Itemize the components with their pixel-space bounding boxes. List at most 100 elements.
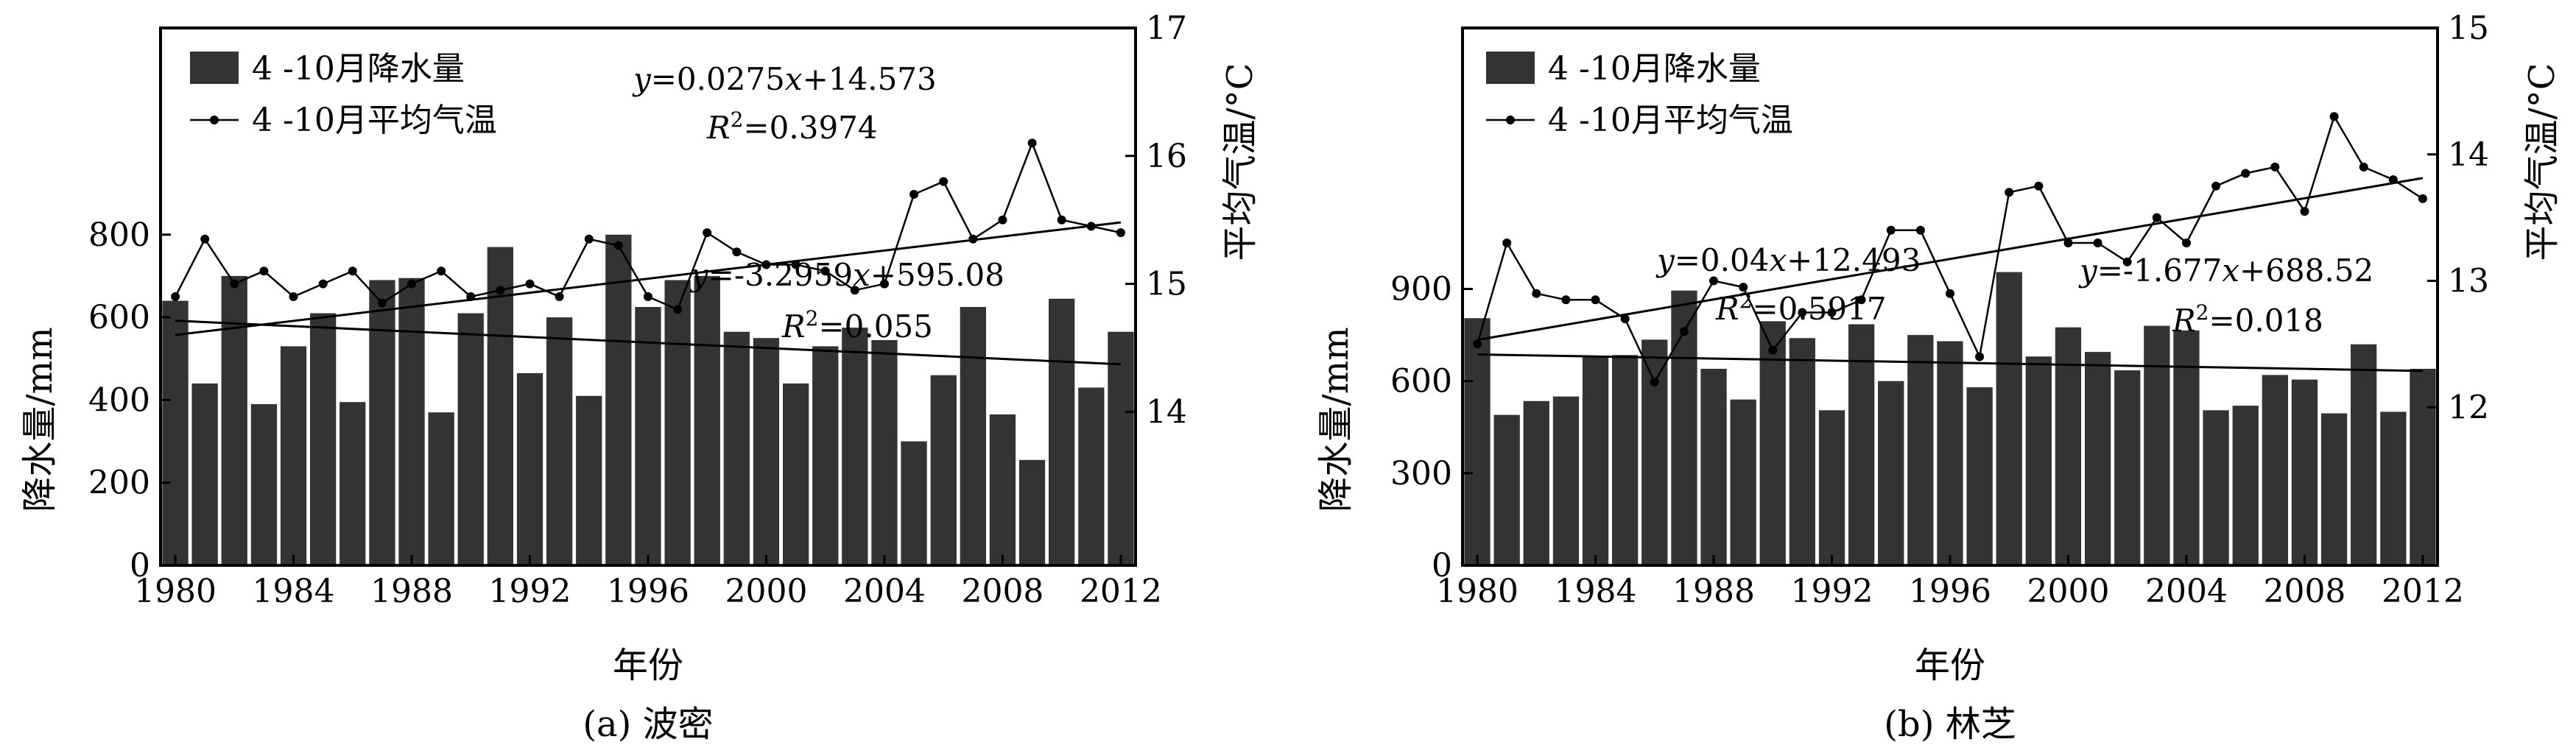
precip-bar — [605, 234, 632, 565]
precip-bar — [487, 247, 513, 565]
legend-label-temp-b: 4 -10月平均气温 — [1548, 102, 1793, 139]
temp-point — [2034, 181, 2044, 191]
temp-point — [1827, 308, 1837, 317]
temp-point — [732, 247, 742, 257]
x-tick-label: 1980 — [1436, 573, 1518, 610]
temp-point — [200, 234, 210, 244]
precip-bar — [221, 275, 247, 565]
precip-bar — [1730, 399, 1756, 565]
y-right-tick-label: 15 — [1146, 266, 1187, 303]
y-left-tick-label: 0 — [130, 547, 150, 584]
temp-point — [820, 266, 830, 276]
y-left-tick-label: 400 — [88, 381, 150, 419]
x-tick-label: 2000 — [725, 573, 807, 610]
x-axis-title-b: 年份 — [1915, 645, 1985, 686]
temp-point — [2063, 239, 2073, 247]
temp-point — [2270, 162, 2280, 172]
precip-bar — [1818, 410, 1845, 565]
temp-point — [1946, 289, 1954, 298]
precip-bar — [1907, 335, 1934, 565]
temp-trend-equation-b: y=0.04x+12.493 — [1655, 242, 1921, 278]
temp-point — [496, 286, 505, 295]
y-left-tick-label: 300 — [1390, 455, 1452, 492]
temp-point — [584, 234, 594, 244]
precip-trend-r2-b: R2=0.018 — [2172, 300, 2323, 339]
precip-bar — [1464, 318, 1491, 565]
precip-bar — [1996, 272, 2022, 565]
y-left-tick-label: 200 — [88, 464, 150, 502]
y-left-tick-label: 900 — [1390, 271, 1452, 308]
temp-point — [525, 279, 535, 289]
y-right-tick-label: 12 — [2448, 389, 2489, 426]
y-right-tick-label: 16 — [1146, 138, 1187, 175]
precip-bar — [1552, 396, 1580, 565]
legend-label-temp-a: 4 -10月平均气温 — [252, 102, 497, 139]
precip-bar — [1049, 298, 1075, 565]
temp-point — [791, 260, 800, 269]
left-axis-title-b: 降水量/mm — [1315, 327, 1356, 512]
temp-trendline-a — [175, 221, 1122, 336]
y-right-tick-label: 14 — [2448, 136, 2489, 174]
plot-frame-a — [159, 27, 1137, 567]
precip-trend-r2-a: R2=0.055 — [781, 306, 933, 345]
precip-trend-equation-b: y=-1.677x+688.52 — [2078, 252, 2373, 289]
temp-point — [703, 228, 712, 238]
precip-bar — [871, 340, 898, 565]
temp-point — [1975, 352, 1985, 361]
precip-bar — [723, 331, 750, 565]
legend-b: 4 -10月降水量 4 -10月平均气温 — [1486, 50, 1793, 139]
precip-trendline-a — [175, 319, 1122, 366]
y-right-tick-label: 15 — [2448, 10, 2489, 47]
temp-point — [2005, 188, 2014, 197]
precip-bar — [1018, 459, 1046, 565]
precip-bar — [989, 414, 1016, 565]
temp-point — [348, 266, 357, 276]
x-tick-label: 2008 — [2263, 573, 2346, 610]
y-right-tick-label: 17 — [1146, 10, 1187, 47]
precip-bar — [398, 278, 425, 565]
precip-bar — [1078, 387, 1105, 565]
temp-point — [1739, 283, 1748, 292]
precip-bar — [1878, 381, 1904, 565]
temp-point — [259, 266, 269, 276]
temp-point — [1086, 222, 1096, 231]
x-tick-label: 2004 — [2145, 573, 2228, 610]
precip-bar — [546, 317, 573, 565]
temp-point — [1561, 295, 1571, 305]
x-tick-label: 1992 — [489, 573, 571, 610]
axis-ticks-b: 1980 1984 1988 1992 1996 2000 2004 2008 2012 0 300… — [1390, 10, 2489, 610]
x-tick-label: 2004 — [843, 573, 926, 610]
temp-point — [2418, 194, 2427, 203]
temp-trend-r2-b: R2=0.5917 — [1715, 289, 1887, 328]
temp-point — [2211, 181, 2221, 191]
temp-point — [909, 190, 919, 199]
right-axis-title-b: 平均气温/°C — [2522, 63, 2563, 261]
temp-point — [2388, 175, 2398, 185]
temp-point — [1532, 289, 1541, 298]
temp-point — [2152, 213, 2161, 222]
temp-point — [466, 292, 476, 301]
temp-point — [1502, 239, 1512, 247]
precip-bar — [1848, 324, 1875, 565]
precip-bar — [1937, 341, 1963, 565]
precip-bar — [1108, 331, 1134, 565]
x-tick-label: 1984 — [253, 573, 335, 610]
temp-point — [613, 241, 623, 250]
temp-point — [2329, 112, 2339, 121]
precip-bar — [2232, 406, 2259, 565]
y-left-tick-label: 600 — [1390, 363, 1452, 400]
precip-bar — [783, 383, 809, 565]
temp-point — [850, 286, 859, 295]
temp-point — [1886, 225, 1896, 235]
legend-a: 4 -10月降水量 4 -10月平均气温 — [190, 50, 497, 139]
left-axis-title-a: 降水量/mm — [19, 327, 60, 512]
temp-point — [555, 292, 564, 301]
y-left-tick-label: 800 — [88, 216, 150, 254]
temp-point — [1620, 314, 1630, 324]
precip-bar — [457, 313, 484, 565]
temp-point — [2093, 239, 2102, 247]
caption-b: (b) 林芝 — [1884, 704, 2016, 745]
precip-bars-b — [1464, 272, 2436, 565]
precip-bar — [753, 338, 780, 565]
precip-bar — [664, 280, 691, 565]
